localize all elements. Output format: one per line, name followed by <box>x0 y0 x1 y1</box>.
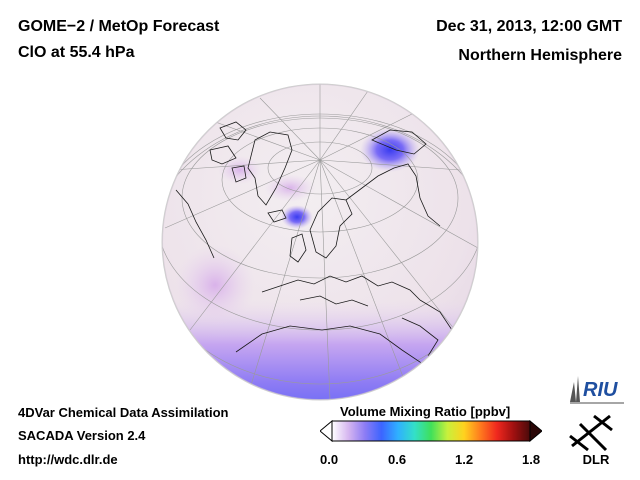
url-link[interactable]: http://wdc.dlr.de <box>18 452 118 467</box>
map-subtitle: ClO at 55.4 hPa <box>18 44 135 61</box>
colorbar-title: Volume Mixing Ratio [ppbv] <box>340 404 511 419</box>
clo-scandinavia-patch <box>281 205 313 229</box>
clo-greenland-patch <box>218 156 262 184</box>
forecast-date: Dec 31, 2013, 12:00 GMT <box>436 18 622 35</box>
riu-logo-text: RIU <box>583 379 618 401</box>
colorbar-tick: 1.2 <box>455 452 474 467</box>
map-title: GOME−2 / MetOp Forecast <box>18 18 220 35</box>
colorbar-tick: 0.0 <box>320 452 339 467</box>
version-label: SACADA Version 2.4 <box>18 428 146 443</box>
method-label: 4DVar Chemical Data Assimilation <box>18 405 229 420</box>
colorbar-max-arrow <box>529 420 542 442</box>
colorbar-tick: 0.6 <box>388 452 407 467</box>
dlr-logo-text: DLR <box>583 452 610 467</box>
graticule <box>162 84 478 400</box>
clo-siberia-patch <box>360 128 420 172</box>
colorbar-min-arrow <box>320 420 333 442</box>
colorbar-gradient <box>331 420 531 442</box>
clo-arctic-patch <box>264 174 316 202</box>
clo-west-patch <box>175 245 255 325</box>
colorbar-tick: 1.8 <box>522 452 541 467</box>
colorbar <box>320 420 542 442</box>
riu-logo: RIU <box>570 376 624 404</box>
region-label: Northern Hemisphere <box>458 47 622 64</box>
coastlines <box>175 121 471 379</box>
dlr-logo: DLR <box>569 414 613 467</box>
